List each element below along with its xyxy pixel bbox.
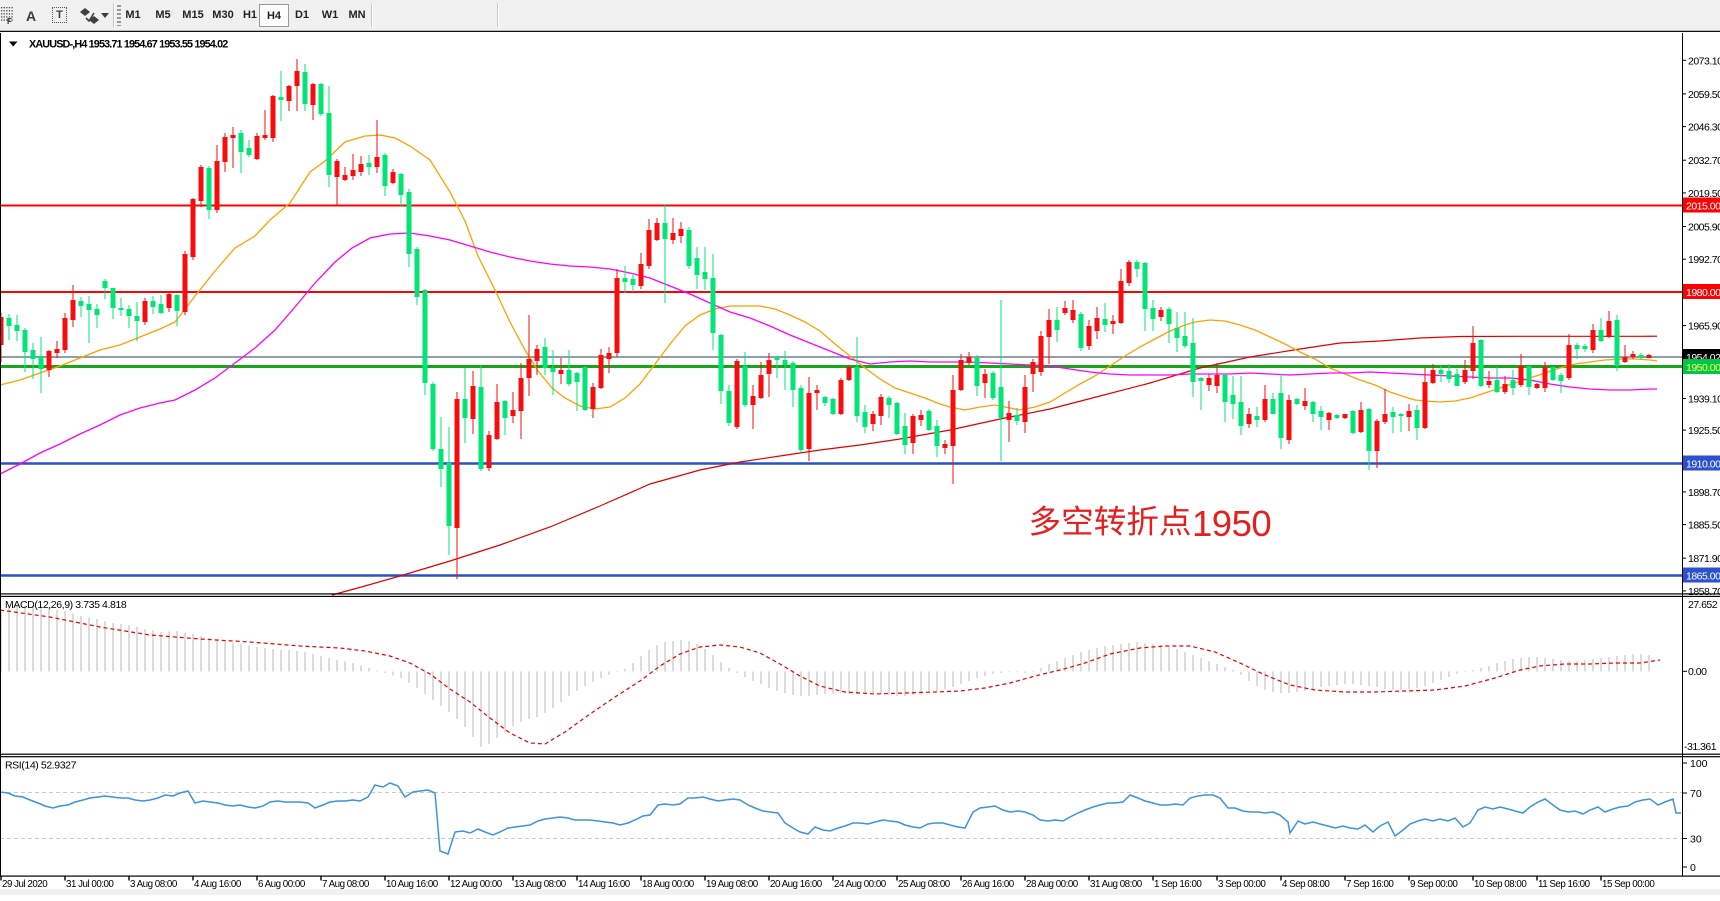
svg-text:15 Sep 00:00: 15 Sep 00:00 — [1602, 879, 1655, 890]
svg-text:2073.10: 2073.10 — [1688, 55, 1720, 67]
svg-text:MACD(12,26,9) 3.735 4.818: MACD(12,26,9) 3.735 4.818 — [5, 599, 127, 611]
svg-text:14 Aug 16:00: 14 Aug 16:00 — [578, 879, 631, 890]
svg-text:20 Aug 16:00: 20 Aug 16:00 — [770, 879, 823, 890]
svg-text:1910.00: 1910.00 — [1686, 459, 1720, 471]
svg-text:6 Aug 00:00: 6 Aug 00:00 — [258, 879, 306, 890]
svg-text:100: 100 — [1690, 758, 1708, 770]
svg-text:19 Aug 08:00: 19 Aug 08:00 — [706, 879, 759, 890]
svg-text:31 Aug 08:00: 31 Aug 08:00 — [1090, 879, 1143, 890]
svg-text:4 Aug 16:00: 4 Aug 16:00 — [194, 879, 242, 890]
svg-text:1939.10: 1939.10 — [1688, 394, 1720, 406]
svg-text:3 Aug 08:00: 3 Aug 08:00 — [130, 879, 178, 890]
svg-text:30: 30 — [1690, 834, 1702, 846]
svg-text:F: F — [7, 17, 12, 25]
svg-text:29 Jul 2020: 29 Jul 2020 — [2, 879, 48, 890]
svg-text:18 Aug 00:00: 18 Aug 00:00 — [642, 879, 695, 890]
svg-text:2046.30: 2046.30 — [1688, 122, 1720, 134]
svg-text:-31.361: -31.361 — [1684, 741, 1717, 753]
svg-text:2019.50: 2019.50 — [1688, 188, 1720, 200]
svg-text:10 Aug 16:00: 10 Aug 16:00 — [386, 879, 439, 890]
svg-text:XAUUSD-,H4 1953.71 1954.67 19: XAUUSD-,H4 1953.71 1954.67 1953.55 1954.… — [29, 39, 228, 51]
svg-text:0: 0 — [1690, 862, 1696, 874]
svg-text:2015.00: 2015.00 — [1686, 201, 1720, 213]
svg-text:1965.90: 1965.90 — [1688, 321, 1720, 333]
svg-text:2032.70: 2032.70 — [1688, 155, 1720, 167]
svg-text:4 Sep 08:00: 4 Sep 08:00 — [1282, 879, 1330, 890]
svg-text:25 Aug 08:00: 25 Aug 08:00 — [898, 879, 951, 890]
svg-text:1858.70: 1858.70 — [1688, 586, 1720, 598]
svg-text:1871.90: 1871.90 — [1688, 553, 1720, 565]
svg-text:10 Sep 08:00: 10 Sep 08:00 — [1474, 879, 1527, 890]
svg-text:2005.90: 2005.90 — [1688, 222, 1720, 234]
svg-text:1865.00: 1865.00 — [1686, 571, 1720, 583]
svg-text:1 Sep 16:00: 1 Sep 16:00 — [1154, 879, 1202, 890]
svg-text:1950: 1950 — [1192, 503, 1271, 544]
svg-text:1950.00: 1950.00 — [1686, 362, 1720, 374]
svg-text:1898.70: 1898.70 — [1688, 487, 1720, 499]
svg-text:12 Aug 00:00: 12 Aug 00:00 — [450, 879, 503, 890]
svg-text:3 Sep 00:00: 3 Sep 00:00 — [1218, 879, 1266, 890]
svg-text:11 Sep 16:00: 11 Sep 16:00 — [1538, 879, 1591, 890]
svg-text:26 Aug 16:00: 26 Aug 16:00 — [962, 879, 1015, 890]
svg-text:1980.00: 1980.00 — [1686, 287, 1720, 299]
svg-text:1885.50: 1885.50 — [1688, 520, 1720, 532]
svg-text:24 Aug 00:00: 24 Aug 00:00 — [834, 879, 887, 890]
svg-text:7 Aug 08:00: 7 Aug 08:00 — [322, 879, 370, 890]
svg-text:7 Sep 16:00: 7 Sep 16:00 — [1346, 879, 1394, 890]
svg-text:RSI(14) 52.9327: RSI(14) 52.9327 — [5, 760, 77, 772]
svg-text:1925.50: 1925.50 — [1688, 425, 1720, 437]
svg-text:70: 70 — [1690, 788, 1702, 800]
svg-text:31 Jul 00:00: 31 Jul 00:00 — [66, 879, 114, 890]
svg-text:2059.50: 2059.50 — [1688, 89, 1720, 101]
svg-text:28 Aug 00:00: 28 Aug 00:00 — [1026, 879, 1079, 890]
svg-text:9 Sep 00:00: 9 Sep 00:00 — [1410, 879, 1458, 890]
svg-text:1992.70: 1992.70 — [1688, 254, 1720, 266]
svg-text:13 Aug 08:00: 13 Aug 08:00 — [514, 879, 567, 890]
svg-text:0.00: 0.00 — [1688, 666, 1707, 678]
svg-text:27.652: 27.652 — [1688, 599, 1718, 611]
